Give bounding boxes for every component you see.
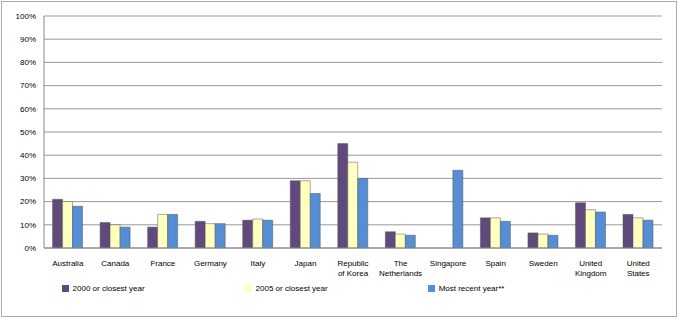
svg-text:Germany: Germany: [194, 259, 227, 268]
svg-text:20%: 20%: [20, 197, 36, 206]
svg-text:Spain: Spain: [485, 259, 505, 268]
svg-text:10%: 10%: [20, 221, 36, 230]
svg-text:Italy: Italy: [251, 259, 266, 268]
svg-text:France: France: [150, 259, 175, 268]
svg-text:Republic: Republic: [337, 259, 368, 268]
svg-text:Canada: Canada: [101, 259, 130, 268]
html-text:2000 or closest year: 2000 or closest year: [72, 284, 145, 293]
svg-text:Kingdom: Kingdom: [575, 269, 607, 278]
svg-text:60%: 60%: [20, 105, 36, 114]
svg-text:Singapore: Singapore: [430, 259, 467, 268]
svg-text:100%: 100%: [16, 12, 36, 21]
html-text:Most recent year**: Most recent year**: [438, 284, 505, 293]
svg-text:of Korea: of Korea: [338, 269, 369, 278]
svg-text:United: United: [627, 259, 650, 268]
svg-text:Netherlands: Netherlands: [379, 269, 422, 278]
svg-text:70%: 70%: [20, 81, 36, 90]
html-text:2005 or closest year: 2005 or closest year: [255, 284, 328, 293]
svg-text:The: The: [394, 259, 408, 268]
svg-text:90%: 90%: [20, 35, 36, 44]
svg-text:Japan: Japan: [295, 259, 317, 268]
svg-text:30%: 30%: [20, 174, 36, 183]
svg-text:0%: 0%: [24, 244, 36, 253]
svg-text:50%: 50%: [20, 128, 36, 137]
svg-text:Australia: Australia: [52, 259, 84, 268]
svg-text:40%: 40%: [20, 151, 36, 160]
svg-text:States: States: [627, 269, 650, 278]
svg-text:80%: 80%: [20, 58, 36, 67]
svg-text:United: United: [579, 259, 602, 268]
svg-text:Sweden: Sweden: [529, 259, 558, 268]
